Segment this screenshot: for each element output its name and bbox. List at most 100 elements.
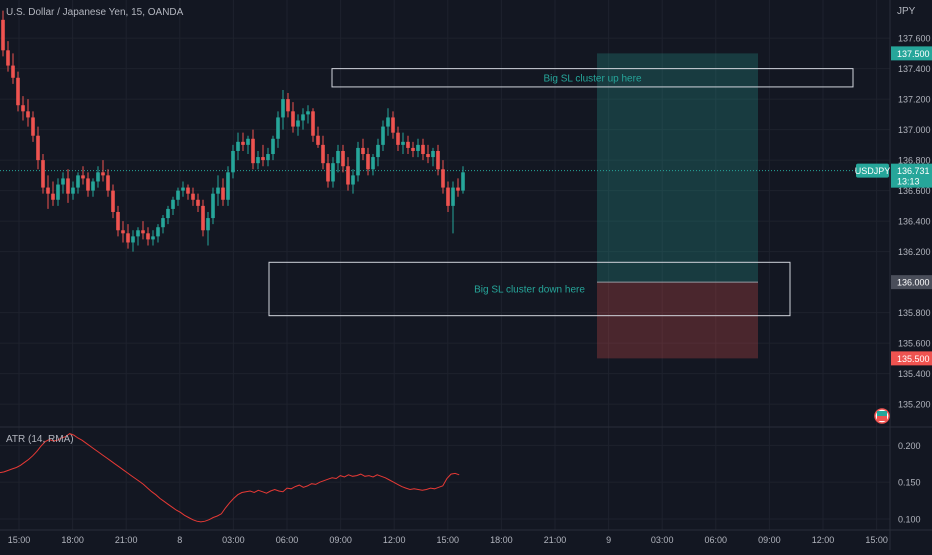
time-tick-label: 15:00 [8,535,31,545]
candle [176,187,180,206]
time-axis[interactable]: 15:00 18:00 21:00 8 03:00 06:00 09:00 12:00 15:0… [8,535,888,545]
level-badge-text: 135.500 [897,354,930,364]
candle [216,175,220,206]
candle [416,138,420,158]
candle [286,93,290,118]
candle [211,187,215,225]
candle [206,211,210,246]
atr-indicator-label[interactable]: ATR (14, RMA) [6,434,74,445]
time-tick-label: 09:00 [758,535,781,545]
symbol-title[interactable]: U.S. Dollar / Japanese Yen, 15, OANDA [6,7,184,18]
candle [81,166,85,185]
level-badge-text: 136.000 [897,278,930,288]
candle [46,175,50,209]
candle [426,144,430,164]
annotation-text: Big SL cluster down here [474,284,585,295]
price-tick-label: 136.200 [898,247,931,257]
candle [191,187,195,206]
time-tick-label: 03:00 [651,535,674,545]
target-zone[interactable] [597,53,758,283]
candle [351,169,355,194]
candle [166,205,170,225]
candle [126,224,130,249]
candle [31,111,35,142]
candle [391,111,395,139]
candle [436,144,440,176]
position-zones [597,53,758,359]
level-badge [891,351,932,366]
atr-indicator [0,433,460,523]
candle [136,227,140,246]
candle [251,129,255,170]
annotation-box[interactable] [268,261,791,317]
candle [446,181,450,212]
annotation-box[interactable] [331,68,854,88]
level-badge [891,275,932,290]
price-axis[interactable]: 137.600 137.400 137.200 137.000 136.800 136.6… [898,34,931,410]
candle [261,144,265,167]
candle [356,141,360,182]
candle [71,181,75,200]
candle [36,126,40,170]
candle [396,126,400,151]
atr-tick-label: 0.200 [898,441,921,451]
candle [16,71,20,112]
time-tick-label: 03:00 [222,535,245,545]
candle [146,227,150,246]
candle [381,120,385,151]
candle [456,178,460,197]
candle [421,138,425,161]
atr-line [0,433,460,523]
candle [86,172,90,197]
price-tick-label: 137.600 [898,34,931,44]
atr-axis[interactable]: 0.200 0.150 0.100 [898,441,921,525]
candle [156,224,160,243]
candle [56,178,60,206]
atr-tick-label: 0.100 [898,514,921,524]
candle [336,144,340,173]
currency-label: JPY [897,6,916,17]
time-tick-label: 9 [606,535,611,545]
candle [256,150,260,170]
candle [341,144,345,173]
candle [461,166,465,194]
time-tick-label: 09:00 [329,535,352,545]
candle [441,160,445,194]
flag-icon[interactable] [874,408,890,424]
candle [301,108,305,130]
candle [151,230,155,246]
candle [196,193,200,212]
candle [371,154,375,176]
price-tick-label: 136.400 [898,217,931,227]
price-tick-label: 137.400 [898,64,931,74]
candle [76,172,80,194]
time-tick-label: 21:00 [544,535,567,545]
candle [11,53,15,84]
candle [376,138,380,167]
last-price-badge [891,163,932,188]
price-tick-label: 136.800 [898,156,931,166]
candle [321,135,325,170]
candle [101,160,105,182]
candle [106,169,110,197]
candle [431,147,435,167]
candle [61,172,65,194]
candle [186,184,190,200]
price-tick-label: 137.200 [898,95,931,105]
level-badge [891,46,932,61]
candle [121,221,125,243]
time-tick-label: 06:00 [276,535,299,545]
candle [226,166,230,206]
candle [6,41,10,72]
symbol-badge-text: USDJPY [855,166,891,176]
stop-zone[interactable] [597,282,758,359]
candle [266,147,270,167]
time-tick-label: 12:00 [383,535,406,545]
candle [131,230,135,252]
candle [1,10,5,57]
candle [41,154,45,194]
